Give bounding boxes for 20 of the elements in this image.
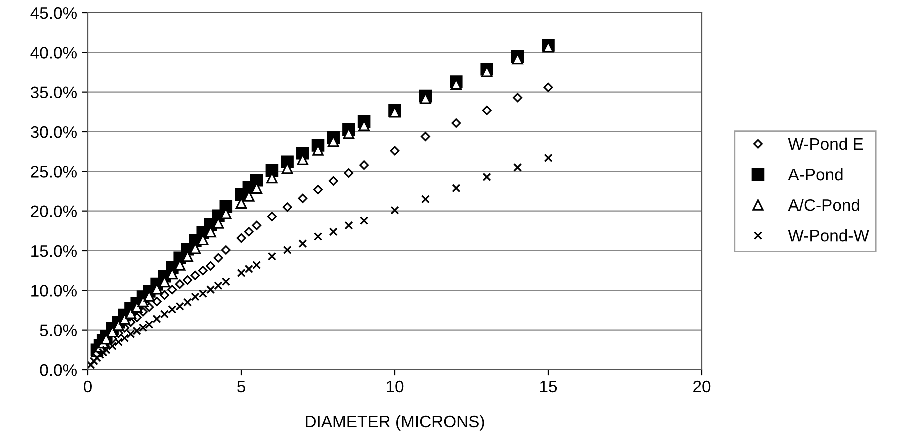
y-tick-label: 15.0% <box>32 245 77 258</box>
legend-label: A/C-Pond <box>788 199 860 212</box>
legend-label: A-Pond <box>788 168 843 181</box>
y-tick-label: 5.0% <box>40 324 77 337</box>
y-tick-label: 25.0% <box>31 166 77 178</box>
y-tick-label: 45.0% <box>30 7 77 20</box>
y-tick-label: 40.0% <box>30 47 77 59</box>
y-tick-label: 30.0% <box>30 126 77 138</box>
y-tick-label: 10.0% <box>32 285 77 297</box>
y-tick-label: 20.0% <box>31 206 77 218</box>
x-axis-title: DIAMETER (MICRONS) <box>306 415 484 431</box>
x-tick-label: 0 <box>84 380 92 393</box>
x-tick-label: 5 <box>238 381 246 393</box>
y-tick-label: 0.0% <box>40 364 77 376</box>
y-tick-label: 35.0% <box>30 86 77 99</box>
x-tick-label: 20 <box>694 380 711 393</box>
x-tick-label: 15 <box>540 381 558 393</box>
legend-label: W-Pond-W <box>788 230 870 242</box>
x-tick-label: 10 <box>387 380 404 393</box>
legend-label: W-Pond E <box>788 138 864 150</box>
